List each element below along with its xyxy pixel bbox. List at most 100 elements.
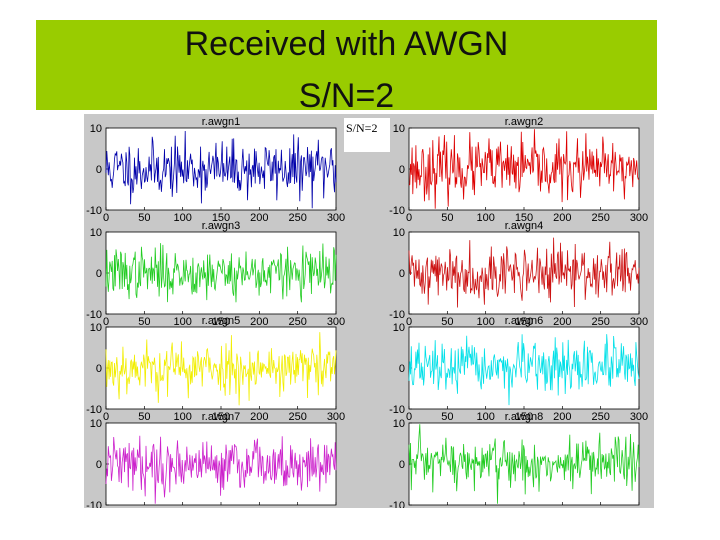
x-tick-label: 200 bbox=[553, 316, 571, 328]
x-tick-label: 200 bbox=[553, 212, 571, 224]
series-line bbox=[105, 435, 337, 504]
x-tick-label: 0 bbox=[406, 212, 412, 224]
x-tick-label: 100 bbox=[476, 411, 494, 423]
x-tick-label: 300 bbox=[327, 411, 345, 423]
subplot-title: r.awgn7 bbox=[202, 411, 241, 423]
x-tick-label: 100 bbox=[173, 507, 191, 508]
subplot-title: r.awgn5 bbox=[202, 315, 241, 327]
subplot-title: r.awgn8 bbox=[505, 411, 544, 423]
y-tick-label: 0 bbox=[96, 164, 102, 176]
y-tick-label: -10 bbox=[86, 500, 102, 508]
x-tick-label: 0 bbox=[406, 316, 412, 328]
x-tick-label: 250 bbox=[591, 411, 609, 423]
x-tick-label: 200 bbox=[250, 411, 268, 423]
y-tick-label: 0 bbox=[96, 268, 102, 280]
x-tick-label: 50 bbox=[441, 507, 453, 508]
x-tick-label: 250 bbox=[288, 316, 306, 328]
x-tick-label: 300 bbox=[630, 212, 648, 224]
x-tick-label: 50 bbox=[441, 212, 453, 224]
series-line bbox=[408, 424, 640, 504]
x-tick-label: 200 bbox=[553, 507, 571, 508]
x-tick-label: 0 bbox=[103, 212, 109, 224]
x-tick-label: 50 bbox=[138, 507, 150, 508]
x-tick-label: 200 bbox=[250, 507, 268, 508]
y-tick-label: -10 bbox=[86, 205, 102, 217]
y-tick-label: -10 bbox=[86, 309, 102, 321]
y-tick-label: 0 bbox=[96, 363, 102, 375]
x-tick-label: 50 bbox=[441, 411, 453, 423]
subplot-title: r.awgn6 bbox=[505, 315, 544, 327]
series-line bbox=[408, 129, 640, 209]
x-tick-label: 150 bbox=[212, 411, 230, 423]
x-tick-label: 250 bbox=[288, 411, 306, 423]
subplot-title: r.awgn2 bbox=[505, 116, 544, 128]
slide-subtitle: S/N=2 bbox=[298, 77, 395, 115]
x-tick-label: 50 bbox=[138, 411, 150, 423]
figure-panel: r.awgn1 0 50 100 150 200 250 300 -10 0 10 r.awgn2 0 5… bbox=[84, 114, 654, 508]
y-tick-label: -10 bbox=[389, 404, 405, 416]
series-line bbox=[105, 130, 337, 209]
x-tick-label: 150 bbox=[515, 507, 533, 508]
x-tick-label: 0 bbox=[103, 316, 109, 328]
title-banner: Received with AWGN S/N=2 bbox=[36, 20, 657, 114]
y-tick-label: 10 bbox=[393, 123, 405, 135]
x-tick-label: 50 bbox=[138, 316, 150, 328]
y-tick-label: 0 bbox=[399, 164, 405, 176]
y-tick-label: 10 bbox=[393, 418, 405, 430]
subplot-title: r.awgn1 bbox=[202, 116, 241, 128]
x-tick-label: 300 bbox=[327, 212, 345, 224]
x-tick-label: 100 bbox=[173, 411, 191, 423]
x-tick-label: 250 bbox=[288, 212, 306, 224]
x-tick-label: 300 bbox=[630, 411, 648, 423]
x-tick-label: 250 bbox=[591, 316, 609, 328]
y-tick-label: 10 bbox=[90, 322, 102, 334]
slide-title: Received with AWGN bbox=[184, 25, 509, 63]
x-tick-label: 200 bbox=[250, 212, 268, 224]
x-tick-label: 150 bbox=[515, 212, 533, 224]
y-tick-label: 10 bbox=[90, 418, 102, 430]
y-tick-label: 0 bbox=[399, 363, 405, 375]
series-line bbox=[105, 332, 337, 406]
series-line bbox=[408, 237, 640, 308]
y-tick-label: 0 bbox=[399, 459, 405, 471]
y-tick-label: 10 bbox=[90, 123, 102, 135]
x-tick-label: 150 bbox=[515, 411, 533, 423]
x-tick-label: 150 bbox=[212, 507, 230, 508]
y-tick-label: -10 bbox=[389, 309, 405, 321]
y-tick-label: 10 bbox=[90, 227, 102, 239]
y-tick-label: 10 bbox=[393, 322, 405, 334]
x-tick-label: 100 bbox=[476, 212, 494, 224]
x-tick-label: 300 bbox=[630, 316, 648, 328]
series-line bbox=[408, 334, 640, 406]
x-tick-label: 50 bbox=[441, 316, 453, 328]
y-tick-label: -10 bbox=[86, 404, 102, 416]
x-tick-label: 150 bbox=[515, 316, 533, 328]
y-tick-label: 0 bbox=[399, 268, 405, 280]
x-tick-label: 300 bbox=[327, 507, 345, 508]
x-tick-label: 100 bbox=[476, 316, 494, 328]
x-tick-label: 250 bbox=[591, 507, 609, 508]
x-tick-label: 0 bbox=[103, 507, 109, 508]
y-tick-label: 10 bbox=[393, 227, 405, 239]
x-tick-label: 100 bbox=[173, 212, 191, 224]
plot-area bbox=[408, 231, 640, 315]
x-tick-label: 150 bbox=[212, 316, 230, 328]
y-tick-label: -10 bbox=[389, 500, 405, 508]
x-tick-label: 200 bbox=[553, 411, 571, 423]
x-tick-label: 150 bbox=[212, 212, 230, 224]
x-tick-label: 100 bbox=[476, 507, 494, 508]
subplot-title: r.awgn4 bbox=[505, 220, 544, 232]
x-tick-label: 250 bbox=[288, 507, 306, 508]
x-tick-label: 0 bbox=[406, 411, 412, 423]
x-tick-label: 0 bbox=[103, 411, 109, 423]
y-tick-label: -10 bbox=[389, 205, 405, 217]
